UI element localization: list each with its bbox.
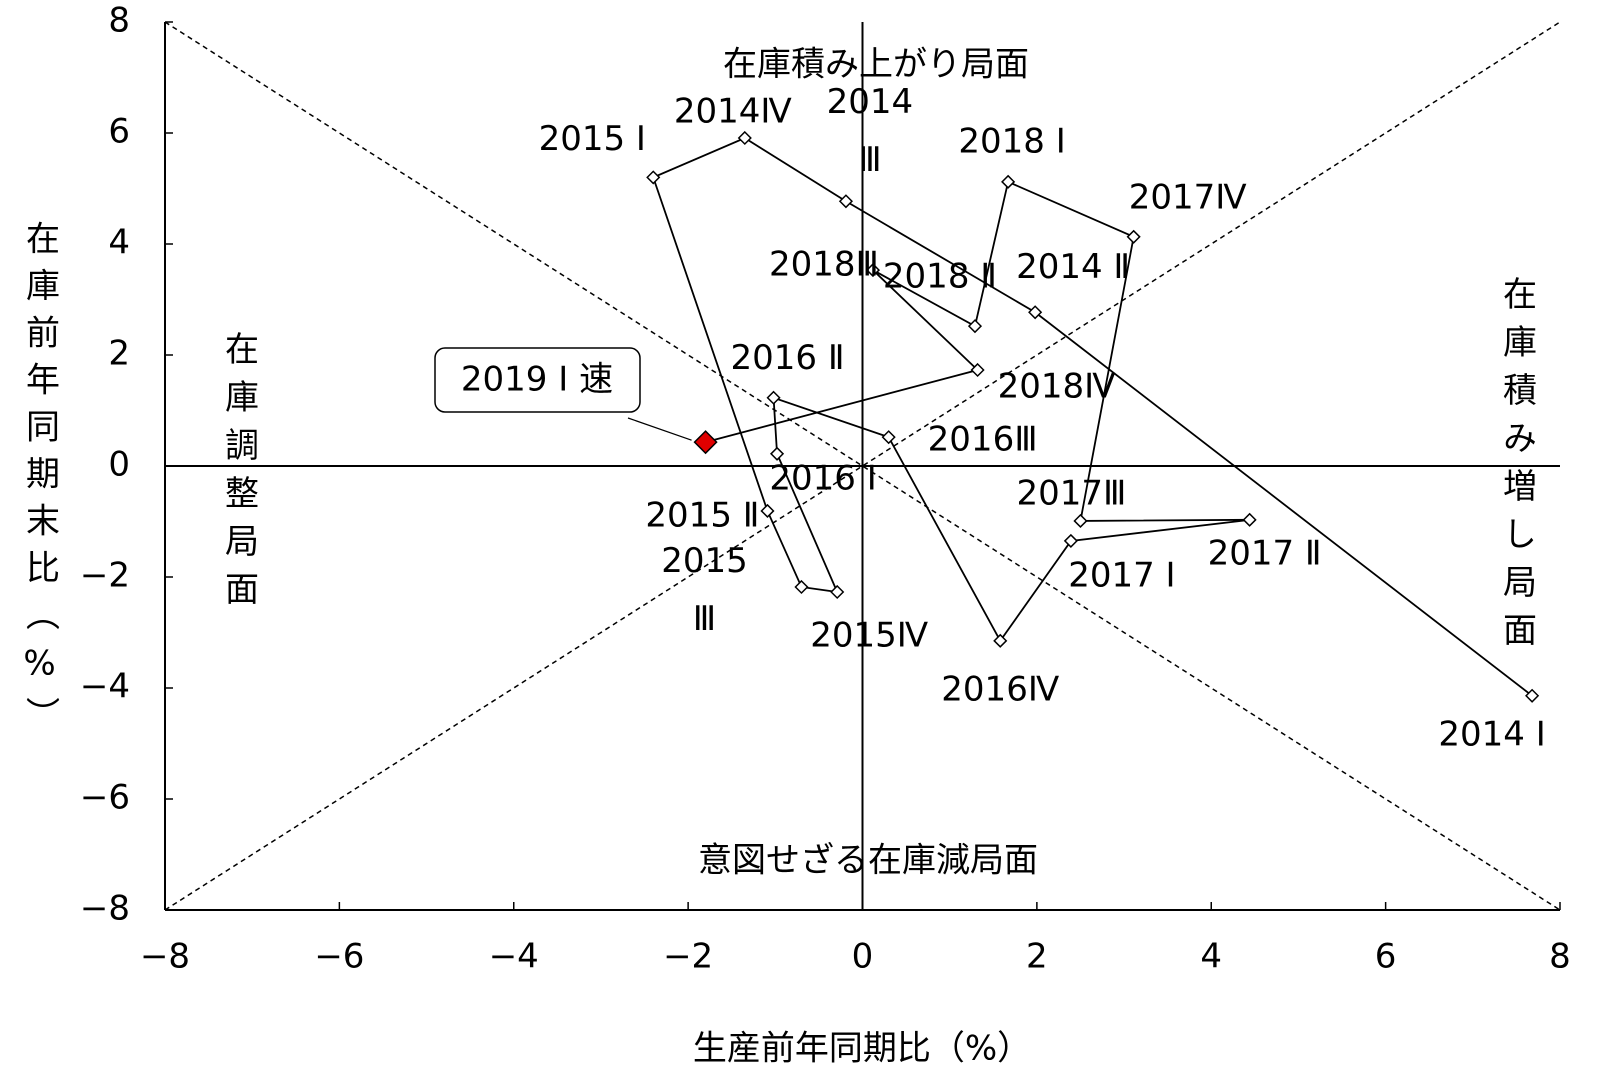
y-tick-label: −2	[80, 556, 130, 596]
y-tick-label: 6	[108, 112, 130, 152]
callout-leader	[627, 417, 692, 441]
annotation: 在庫積み増し局面	[1497, 276, 1537, 660]
marker	[794, 579, 809, 595]
point-label: 2016Ⅲ	[928, 420, 1038, 460]
marker	[838, 194, 853, 209]
x-tick-label: −2	[663, 937, 713, 977]
marker	[970, 362, 985, 378]
annotation: 在庫調整局面	[219, 331, 259, 619]
point-label-box: 2014 Ⅲ	[826, 82, 914, 181]
point-label: 2016 Ⅰ	[769, 458, 876, 498]
point-label: 2017 Ⅰ	[1068, 555, 1175, 595]
reference-line	[164, 21, 1561, 911]
marker	[737, 130, 752, 146]
x-tick-label: 2	[1026, 937, 1048, 977]
point-label: 2014Ⅳ	[674, 91, 793, 131]
marker	[769, 446, 785, 461]
point-label: 2018Ⅲ	[769, 245, 879, 285]
point-label: 2017 Ⅱ	[1208, 533, 1322, 573]
point-label: 2014 Ⅰ	[1438, 714, 1545, 754]
point-label: 2018 Ⅱ	[883, 257, 997, 297]
marker	[967, 319, 983, 334]
y-tick-label: 4	[108, 223, 130, 263]
point-label: 2018Ⅳ	[998, 366, 1117, 406]
y-tick-label: 0	[108, 445, 130, 485]
marker	[881, 430, 896, 445]
x-tick-label: 4	[1200, 937, 1222, 977]
marker	[1242, 512, 1257, 527]
x-tick-label: −4	[489, 937, 539, 977]
marker	[760, 503, 775, 519]
reference-line	[164, 21, 1561, 911]
point-label: 2014 Ⅱ	[1016, 247, 1130, 287]
y-tick-label: −8	[80, 889, 130, 929]
x-tick-label: 0	[852, 937, 874, 977]
y-axis-label: 在庫前年同期末比（%）	[20, 220, 60, 743]
point-label: 2017Ⅳ	[1129, 177, 1248, 217]
marker	[766, 390, 781, 405]
x-tick-label: 6	[1375, 937, 1397, 977]
point-label-box: 2015 Ⅲ	[661, 540, 748, 639]
marker	[646, 170, 661, 185]
annotation: 在庫積み上がり局面	[723, 45, 1029, 85]
y-tick-label: 2	[108, 334, 130, 374]
point-label: 2015Ⅳ	[810, 615, 929, 655]
marker	[1028, 305, 1043, 320]
point-label: 2018 Ⅰ	[958, 121, 1065, 161]
x-tick-label: −6	[314, 937, 364, 977]
point-label: 2015 Ⅲ	[661, 540, 748, 639]
y-tick-label: −4	[80, 667, 130, 707]
highlight-marker	[693, 430, 718, 455]
point-label: 2016Ⅳ	[941, 669, 1060, 709]
marker	[1073, 513, 1088, 529]
point-label: 2019 Ⅰ 速	[461, 360, 613, 400]
marker	[1525, 688, 1540, 703]
point-label: 2015 Ⅰ	[539, 119, 646, 159]
marker	[830, 584, 845, 600]
marker	[1063, 533, 1078, 548]
marker	[993, 633, 1008, 648]
point-label: 2017Ⅲ	[1016, 473, 1126, 513]
y-tick-label: −6	[80, 778, 130, 818]
marker	[1001, 174, 1016, 189]
callout-box	[434, 347, 641, 413]
x-axis-label: 生産前年同期比（%）	[693, 1029, 1031, 1069]
marker	[1126, 229, 1141, 244]
point-label: 2016 Ⅱ	[731, 338, 845, 378]
point-label: 2014 Ⅲ	[826, 82, 914, 181]
point-label: 2015 Ⅱ	[645, 495, 759, 535]
marker	[865, 263, 881, 278]
y-tick-label: 8	[108, 1, 130, 41]
x-tick-label: −8	[140, 937, 190, 977]
annotation: 意図せざる在庫減局面	[698, 841, 1038, 881]
x-tick-label: 8	[1549, 937, 1571, 977]
